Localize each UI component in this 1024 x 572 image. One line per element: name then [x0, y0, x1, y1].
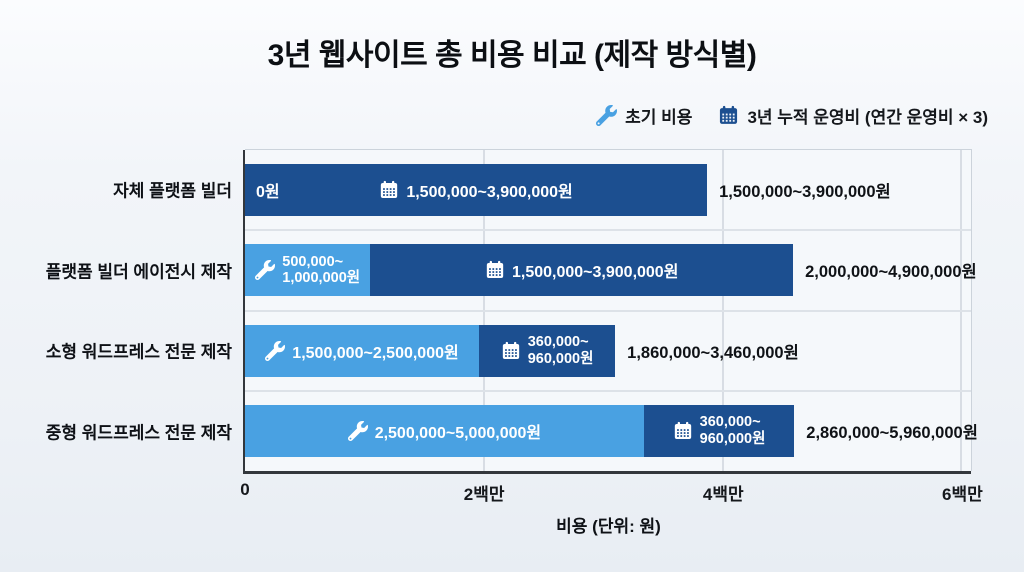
- bar-segment-value: 360,000~ 960,000원: [527, 333, 594, 367]
- calendar-icon: [485, 260, 505, 280]
- x-axis-ticks: 0 2백만 4백만 6백만: [240, 480, 983, 504]
- bar-row: 500,000~ 1,000,000원 1,500,000~3,900,000원 2,…: [245, 230, 977, 310]
- bar-segment-value: 2,500,000~5,000,000원: [374, 424, 542, 442]
- band-separator: [245, 389, 971, 392]
- x-tick-label: 2백만: [463, 485, 505, 504]
- plot-area: 0원 1,500,000~3,900,000원 1,500,000~3,900,00…: [242, 149, 978, 474]
- legend-label-operating-cost: 3년 누적 운영비 (연간 운영비 × 3): [747, 108, 988, 127]
- bar-segment-operating-cost: 360,000~ 960,000원: [643, 404, 795, 457]
- x-tick-label: 6백만: [942, 485, 983, 504]
- bar-row: 1,500,000~2,500,000원 360,000~ 960,000원 1,86…: [245, 311, 971, 391]
- category-label: 중형 워드프레스 전문 제작: [45, 423, 232, 443]
- bar-segment-value: 1,500,000~3,900,000원: [406, 184, 573, 201]
- bar-total-label: 1,860,000~3,460,000원: [627, 343, 799, 362]
- x-axis-line: [242, 471, 971, 474]
- bar-total-label: 2,000,000~4,900,000원: [805, 263, 977, 282]
- calendar-icon: [501, 341, 521, 361]
- category-label: 플랫폼 빌더 에이전시 제작: [45, 262, 232, 282]
- x-tick-label: 0: [240, 480, 250, 499]
- category-label: 자체 플랫폼 빌더: [113, 181, 232, 201]
- bar-segment-value: 500,000~ 1,000,000원: [282, 253, 361, 287]
- wrench-icon: [265, 340, 286, 361]
- bar-segment-operating-cost: 1,500,000~3,900,000원: [370, 244, 794, 297]
- band-separator: [245, 309, 971, 312]
- calendar-icon: [379, 180, 399, 200]
- category-label: 소형 워드프레스 전문 제작: [45, 342, 232, 362]
- legend-item-operating-cost: 3년 누적 운영비 (연간 운영비 × 3): [718, 103, 988, 128]
- bar-row: 2,500,000~5,000,000원 360,000~ 960,000원 2,86…: [245, 391, 978, 471]
- bar-total-label: 2,860,000~5,960,000원: [806, 423, 978, 442]
- bar-segment-value: 360,000~ 960,000원: [699, 414, 766, 447]
- bar-segment-operating-cost: 1,500,000~3,900,000원: [245, 164, 708, 216]
- bar-segment-initial-cost: 2,500,000~5,000,000원: [245, 404, 644, 457]
- legend-item-initial-cost: 초기 비용: [596, 103, 692, 128]
- bar-segment-initial-cost: 1,500,000~2,500,000원: [245, 324, 480, 377]
- chart-title: 3년 웹사이트 총 비용 비교 (제작 방식별): [267, 39, 757, 72]
- band-separator: [245, 229, 971, 232]
- bar-total-label: 1,500,000~3,900,000원: [719, 183, 891, 201]
- bar-value-zero-initial-cost: 0원: [256, 184, 280, 201]
- wrench-icon: [596, 105, 618, 126]
- bar-segment-value: 1,500,000~3,900,000원: [512, 264, 679, 282]
- calendar-icon: [673, 421, 693, 441]
- legend-label-initial-cost: 초기 비용: [625, 108, 693, 127]
- bar-segment-initial-cost: 500,000~ 1,000,000원: [245, 244, 371, 297]
- y-axis-line: [242, 150, 245, 474]
- legend: 초기 비용 3년 누적 운영비 (연간 운영비 × 3): [596, 103, 988, 128]
- wrench-icon: [347, 420, 368, 441]
- bar-segment-value: 1,500,000~2,500,000원: [292, 344, 459, 362]
- bar-row: 0원 1,500,000~3,900,000원 1,500,000~3,900,00…: [245, 150, 971, 230]
- calendar-icon: [718, 105, 739, 126]
- wrench-icon: [255, 260, 276, 281]
- bar-segment-operating-cost: 360,000~ 960,000원: [479, 324, 616, 377]
- x-axis-label: 비용 (단위: 원): [556, 517, 661, 536]
- x-tick-label: 4백만: [702, 485, 744, 504]
